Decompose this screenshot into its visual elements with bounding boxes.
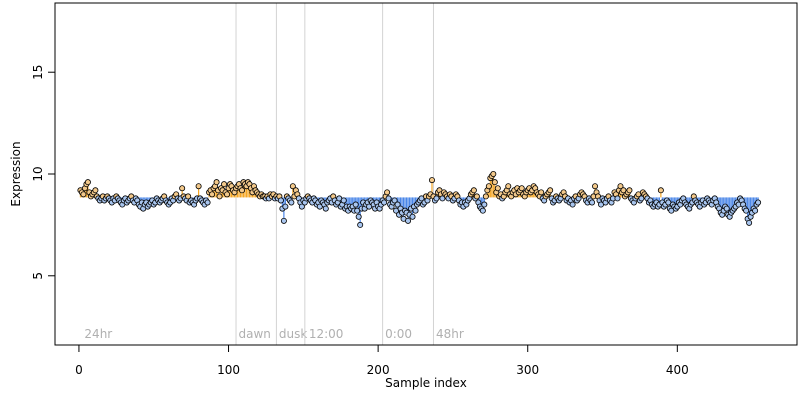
data-point (213, 179, 220, 186)
data-point (755, 199, 762, 206)
plot-frame (54, 2, 798, 346)
data-point (322, 205, 329, 212)
data-point (481, 201, 488, 208)
data-point (384, 189, 391, 196)
y-tick-label: 10 (31, 166, 45, 181)
data-point (282, 203, 289, 210)
x-tick-label: 200 (367, 363, 390, 377)
data-point (491, 179, 498, 186)
data-point (84, 179, 91, 186)
data-point (473, 193, 480, 200)
data-point (746, 219, 753, 226)
data-point (723, 205, 730, 212)
data-point (92, 187, 99, 194)
data-point (280, 217, 287, 224)
data-point (195, 183, 202, 190)
data-point (592, 183, 599, 190)
data-point (479, 207, 486, 214)
data-point (391, 197, 398, 204)
data-point (238, 187, 245, 194)
data-point (614, 195, 621, 202)
time-marker-label: 12:00 (309, 327, 344, 341)
data-point (80, 191, 87, 198)
x-tick-label: 100 (217, 363, 240, 377)
x-tick-label: 0 (75, 363, 83, 377)
data-point (433, 195, 440, 202)
x-axis: 0 100 200 300 400 (75, 344, 689, 377)
data-point (547, 187, 554, 194)
data-point (409, 213, 416, 220)
time-marker-label: 0:00 (385, 327, 412, 341)
data-point (385, 195, 392, 202)
data-point (405, 217, 412, 224)
data-point (298, 203, 305, 210)
data-point (352, 201, 359, 208)
data-point (505, 183, 512, 190)
data-point (589, 199, 596, 206)
data-point (204, 199, 211, 206)
data-point (289, 183, 296, 190)
data-point (569, 201, 576, 208)
data-point (617, 183, 624, 190)
x-tick-label: 300 (516, 363, 539, 377)
y-tick-label: 5 (31, 272, 45, 280)
data-point (657, 187, 664, 194)
data-point (277, 197, 284, 204)
time-marker-label: 48hr (436, 327, 464, 341)
data-point (428, 177, 435, 184)
time-marker-label: 24hr (84, 327, 112, 341)
data-point (626, 187, 633, 194)
time-marker-label: dusk (279, 327, 307, 341)
y-tick-label: 15 (31, 65, 45, 80)
data-point (752, 207, 759, 214)
time-markers: 24hr dawn dusk 12:00 0:00 48hr (84, 3, 464, 345)
data-point (743, 207, 750, 214)
data-point (381, 199, 388, 206)
data-point (179, 185, 186, 192)
data-point (355, 213, 362, 220)
data-point (288, 199, 295, 206)
data-point (518, 185, 525, 192)
data-point (494, 185, 501, 192)
time-marker-label: dawn (239, 327, 271, 341)
data-point (394, 201, 401, 208)
y-axis-label: Expression (9, 141, 23, 206)
x-tick-label: 400 (666, 363, 689, 377)
data-point (482, 193, 489, 200)
data-point (357, 221, 364, 228)
data-point (216, 193, 223, 200)
data-point (485, 183, 492, 190)
data-point (490, 170, 497, 177)
data-point (209, 191, 216, 198)
data-point (340, 197, 347, 204)
data-point (412, 207, 419, 214)
x-axis-label: Sample index (385, 376, 467, 390)
data-points (77, 170, 762, 228)
y-axis: 5 10 15 (31, 65, 56, 280)
data-point (538, 189, 545, 196)
data-point (470, 187, 477, 194)
data-point (221, 181, 228, 188)
data-point (185, 193, 192, 200)
data-point (224, 191, 231, 198)
